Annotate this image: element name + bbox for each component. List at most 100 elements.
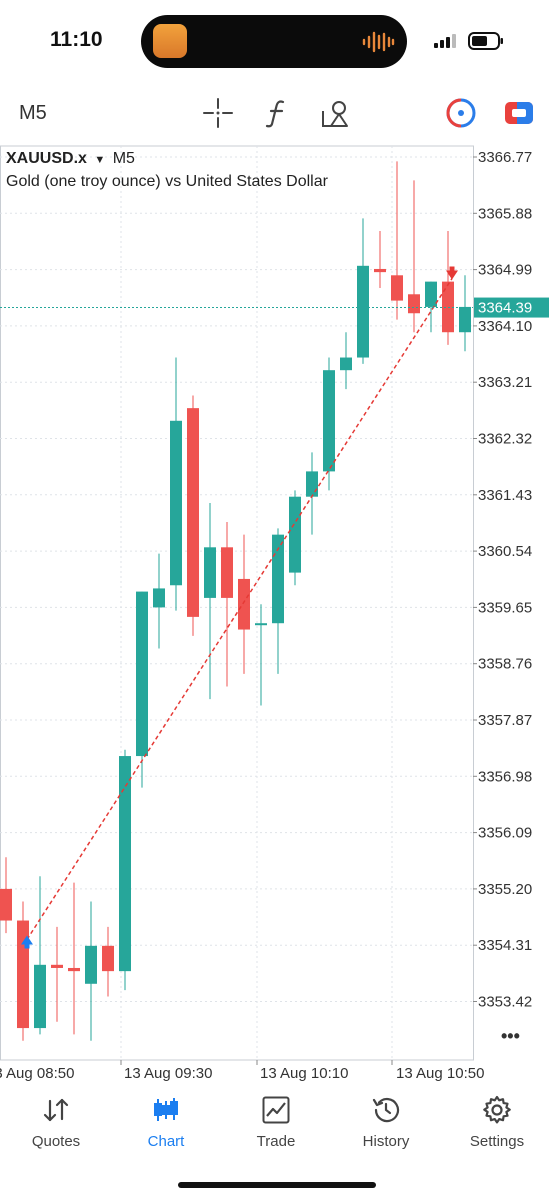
objects-icon[interactable] [320,97,352,129]
y-tick-label: 3363.21 [478,374,532,391]
price-chart[interactable]: 3366.77 3365.88 3364.99 3364.10 3363.21 3362.… [0,144,554,1086]
candle-body [357,265,369,358]
nav-trade-label: Trade [256,1133,296,1150]
candle-body [204,547,216,598]
y-tick-label: 3364.10 [478,318,532,335]
candle-body [68,967,80,972]
x-tick-label: 13 Aug 09:30 [124,1065,212,1082]
battery-icon [468,32,503,50]
candle-body [119,756,131,972]
candle-body [306,471,318,497]
status-time: 11:10 [50,28,103,51]
chart-period: M5 [112,150,135,167]
y-tick-label: 3354.31 [478,937,532,954]
buy-arrow-icon [21,935,33,949]
candle-body [272,534,284,624]
timeframe-button[interactable]: M5 [19,102,47,124]
x-tick-label: 13 Aug 10:10 [260,1065,348,1082]
more-menu-icon[interactable]: ••• [501,1026,520,1046]
candle [289,490,301,586]
nav-history-label: History [362,1133,410,1150]
y-tick-label: 3355.20 [478,881,532,898]
nav-settings[interactable]: Settings [447,1093,547,1153]
candle [272,528,284,674]
candle [255,604,267,706]
y-tick-label: 3365.88 [478,205,532,222]
y-tick-label: 3356.98 [478,768,532,785]
candle [221,522,233,687]
y-tick-label: 3357.87 [478,712,532,729]
candle [306,452,318,535]
candle [187,395,199,636]
candle [51,926,63,1022]
candle [68,882,80,1035]
candle [85,901,97,1041]
candle [442,231,454,345]
candle [323,357,335,491]
candle-body [170,420,182,586]
nav-history[interactable]: History [336,1093,436,1153]
chart-title[interactable]: XAUUSD.x ▼ M5 [6,150,135,168]
sell-arrow-icon [446,266,458,280]
quotes-icon [43,1098,69,1122]
candle [408,180,420,333]
crosshair-icon[interactable] [202,97,234,129]
trade-panel-icon[interactable] [503,97,535,129]
candle [34,876,46,1035]
candle [102,926,114,997]
candle-body [442,281,454,333]
x-tick-label: 13 Aug 08:50 [0,1065,74,1082]
candle-body [340,357,352,371]
candle-body [102,945,114,972]
settings-icon [483,1095,511,1124]
candle [340,332,352,390]
candle [17,901,29,1041]
candle-body [238,578,250,630]
candle-body [255,623,267,626]
signal-icon [434,34,456,48]
candle-body [289,496,301,573]
candle [425,281,437,333]
symbol-name[interactable]: XAUUSD.x [6,150,87,167]
indicators-f-icon[interactable] [261,97,293,129]
history-icon [372,1097,400,1123]
nav-chart-label: Chart [147,1133,185,1150]
symbol-dropdown-icon[interactable]: ▼ [94,154,106,166]
candle-body [374,268,386,273]
nav-trade[interactable]: Trade [226,1093,326,1153]
candle-body [34,964,46,1029]
y-tick-label: 3359.65 [478,599,532,616]
x-tick-label: 13 Aug 10:50 [396,1065,484,1082]
candle [0,857,12,934]
candle [204,503,216,700]
nav-quotes-label: Quotes [31,1133,81,1150]
candle-body [85,945,97,984]
y-tick-label: 3353.42 [478,994,532,1011]
candle [153,553,165,649]
trade-icon [262,1096,290,1124]
candle-body [459,306,471,333]
nav-quotes[interactable]: Quotes [6,1093,106,1153]
audio-wave-icon [362,31,395,53]
candle-body [187,408,199,617]
candle [238,534,250,674]
candle-body [153,588,165,608]
candle-body [221,547,233,598]
y-tick-label: 3358.76 [478,656,532,673]
y-tick-label: 3366.77 [478,149,532,166]
candle [357,218,369,364]
app-icon [153,24,187,58]
candle-body [136,591,148,757]
nav-chart[interactable]: Chart [116,1093,216,1153]
candle [374,231,386,288]
candle-body [51,964,63,968]
candle-body [323,370,335,472]
candle-body [425,281,437,307]
y-tick-label: 3362.32 [478,431,532,448]
candle [459,275,471,352]
candle [391,161,403,320]
current-price-label: 3364.39 [478,300,532,317]
one-click-trading-icon[interactable] [445,97,477,129]
y-tick-label: 3360.54 [478,543,532,560]
nav-settings-label: Settings [469,1133,525,1150]
